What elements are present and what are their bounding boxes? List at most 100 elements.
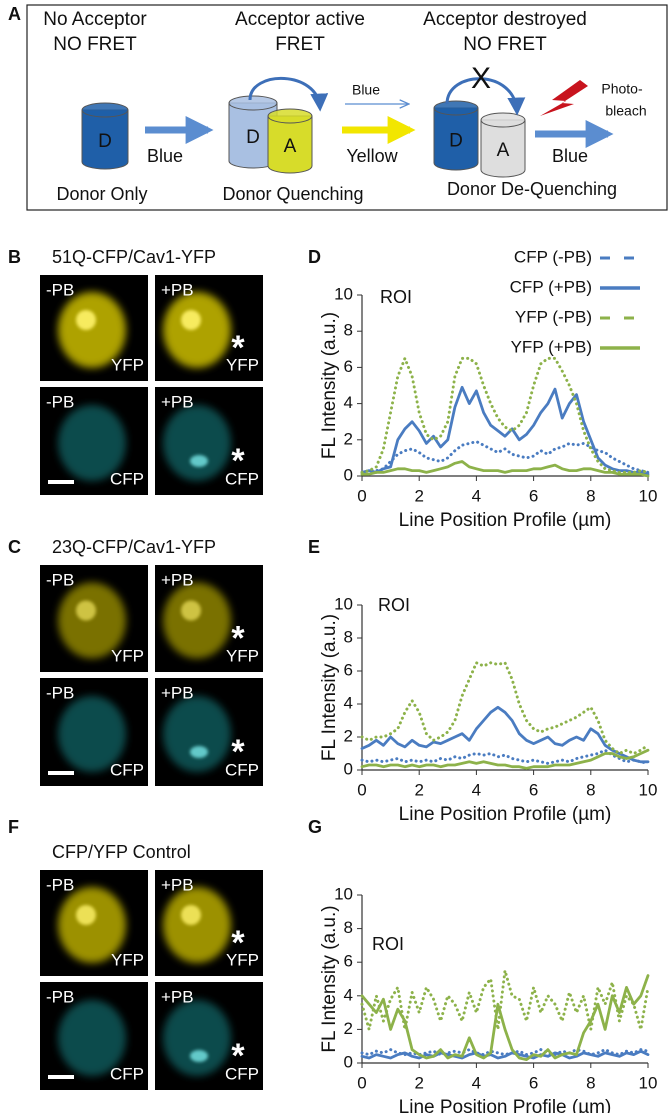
channel-label: CFP [110, 760, 144, 779]
x-tick-label: 6 [529, 780, 538, 799]
cell [58, 887, 126, 963]
series-line [360, 748, 650, 765]
condition-label: +PB [161, 570, 194, 589]
y-tick-label: 8 [344, 918, 353, 937]
series-line [360, 1048, 650, 1057]
aggregate [190, 1050, 208, 1062]
blocked-mark: X [471, 62, 491, 95]
cylinder [480, 119, 526, 178]
cell [163, 405, 231, 481]
condition-label: +PB [161, 875, 194, 894]
heading: Acceptor destroyed [423, 9, 587, 30]
asterisk: * [231, 442, 245, 480]
y-tick-label: 6 [344, 660, 353, 679]
y-tick-label: 0 [344, 465, 353, 484]
panel-label: A [8, 4, 21, 24]
cell [163, 292, 231, 368]
series-line [360, 1049, 650, 1060]
cylinder-label: A [284, 136, 297, 157]
x-tick-label: 4 [472, 1073, 481, 1092]
photobleach-label: Photo- [601, 81, 643, 97]
x-tick-label: 10 [639, 1073, 658, 1092]
panel-label: F [8, 817, 19, 837]
series-line [360, 969, 650, 1031]
asterisk: * [231, 733, 245, 771]
cylinder-top [228, 95, 278, 111]
asterisk: * [231, 619, 245, 657]
y-tick-label: 2 [344, 726, 353, 745]
x-tick-label: 0 [357, 780, 366, 799]
y-tick-label: 0 [344, 1052, 353, 1071]
y-tick-label: 10 [334, 884, 353, 903]
panel-label: G [308, 817, 322, 837]
cell-nucleus [181, 905, 201, 925]
condition-label: +PB [161, 683, 194, 702]
cell [163, 1000, 231, 1076]
condition-label: -PB [46, 987, 74, 1006]
cell [58, 582, 126, 659]
condition-label: +PB [161, 280, 194, 299]
condition-label: -PB [46, 683, 74, 702]
cylinder-label: D [98, 131, 112, 152]
cylinder-top [267, 108, 313, 124]
legend-label: YFP (-PB) [515, 307, 592, 326]
channel-label: YFP [111, 950, 144, 969]
arrow-label: Blue [552, 146, 588, 166]
channel-label: CFP [110, 469, 144, 488]
legend-label: YFP (+PB) [511, 337, 592, 356]
cell [163, 887, 231, 963]
heading: NO FRET [463, 34, 547, 55]
y-axis-label: FL Intensity (a.u.) [319, 614, 340, 761]
panel-title: CFP/YFP Control [52, 842, 191, 862]
cylinder-label: D [449, 131, 463, 152]
panel-a-frame [26, 4, 668, 211]
heading: No Acceptor [43, 9, 147, 30]
annotation: ROI [372, 934, 404, 954]
x-axis-label: Line Position Profile (µm) [399, 804, 612, 825]
cell [58, 405, 126, 481]
caption: Donor Quenching [222, 184, 363, 204]
condition-label: -PB [46, 875, 74, 894]
series-line [360, 661, 650, 755]
x-tick-label: 6 [529, 486, 538, 505]
x-tick-label: 6 [529, 1073, 538, 1092]
condition-label: +PB [161, 392, 194, 411]
panel-title: 23Q-CFP/Cav1-YFP [52, 537, 216, 557]
panel-label: D [308, 247, 321, 267]
cell [58, 696, 126, 772]
x-tick-label: 10 [639, 486, 658, 505]
cylinder [433, 107, 479, 171]
y-tick-label: 4 [344, 985, 353, 1004]
heading: Acceptor active [235, 9, 365, 30]
x-tick-label: 2 [414, 780, 423, 799]
series-line [360, 385, 650, 476]
series-line [360, 748, 650, 770]
transfer-arrow [445, 77, 526, 116]
asterisk: * [231, 924, 245, 962]
x-tick-label: 2 [414, 1073, 423, 1092]
photobleach-label: bleach [605, 103, 646, 119]
x-tick-label: 8 [586, 1073, 595, 1092]
x-tick-label: 0 [357, 486, 366, 505]
x-axis-label: Line Position Profile (µm) [399, 1097, 612, 1113]
cell [163, 696, 231, 772]
cell-nucleus [181, 310, 201, 330]
y-tick-label: 6 [344, 357, 353, 376]
channel-label: CFP [225, 760, 259, 779]
panel-label: E [308, 537, 320, 557]
caption: Donor De-Quenching [447, 179, 617, 199]
legend-label: CFP (+PB) [510, 277, 592, 296]
channel-label: YFP [226, 646, 259, 665]
panel-label: C [8, 537, 21, 557]
condition-label: -PB [46, 280, 74, 299]
cell-nucleus [76, 600, 96, 621]
transfer-arrow [248, 77, 329, 112]
channel-label: YFP [226, 950, 259, 969]
x-tick-label: 2 [414, 486, 423, 505]
channel-label: CFP [225, 469, 259, 488]
lightning [540, 80, 588, 116]
condition-label: +PB [161, 987, 194, 1006]
y-tick-label: 8 [344, 627, 353, 646]
series-line [360, 440, 650, 474]
x-tick-label: 8 [586, 780, 595, 799]
